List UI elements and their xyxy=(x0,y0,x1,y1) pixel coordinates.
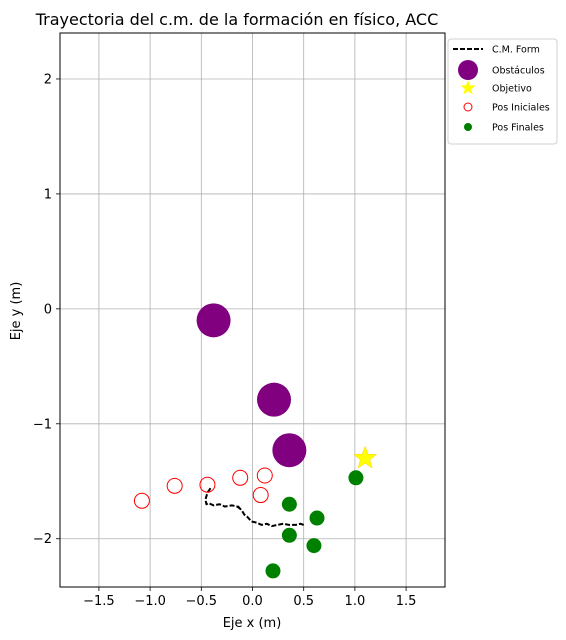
initial-position-point xyxy=(133,492,150,509)
legend: C.M. Form Obstáculos Objetivo Pos Iniciales… xyxy=(447,38,558,145)
y-tick-label: 2 xyxy=(44,72,52,87)
x-tick-label: 1.5 xyxy=(396,594,417,609)
x-tick-label: −1.0 xyxy=(134,594,166,609)
y-tick-label: 0 xyxy=(44,302,52,317)
y-tick-label: −1 xyxy=(33,417,52,432)
cm-trajectory-line xyxy=(204,487,305,528)
goal-star-point xyxy=(353,445,378,469)
final-position-point xyxy=(281,496,297,512)
legend-label: Objetivo xyxy=(492,84,532,95)
legend-label: Pos Iniciales xyxy=(492,103,550,114)
initial-position-point xyxy=(256,467,273,484)
y-tick-label: 1 xyxy=(44,187,52,202)
legend-label: Obstáculos xyxy=(492,66,545,77)
x-tick-label: 0.0 xyxy=(242,594,263,609)
legend-final-swatch xyxy=(464,123,472,131)
y-tick-label: −2 xyxy=(33,532,52,547)
x-tick-label: 1.0 xyxy=(345,594,366,609)
obstacle-point xyxy=(196,303,231,338)
x-axis-label: Eje x (m) xyxy=(223,616,282,631)
final-position-point xyxy=(306,538,322,554)
x-tick-label: 0.5 xyxy=(293,594,314,609)
legend-initial-swatch xyxy=(463,102,473,112)
initial-position-point xyxy=(252,487,269,504)
axis-ticks: −1.5 −1.0 −0.5 0.0 0.5 1.0 1.5 −2 −1 0 1 2 xyxy=(33,72,417,609)
x-tick-label: −1.5 xyxy=(83,594,115,609)
final-position-point xyxy=(309,510,325,526)
y-axis-label: Eje y (m) xyxy=(9,282,24,341)
legend-goal-swatch xyxy=(460,80,476,95)
legend-obstacle-swatch xyxy=(458,60,478,80)
legend-label: C.M. Form xyxy=(492,45,540,56)
final-position-point xyxy=(348,470,364,486)
legend-label: Pos Finales xyxy=(492,123,544,134)
initial-position-point xyxy=(199,476,216,493)
obstacle-point xyxy=(257,382,292,417)
final-position-point xyxy=(265,563,281,579)
initial-position-point xyxy=(232,469,249,486)
chart-title: Trayectoria del c.m. de la formación en … xyxy=(35,10,439,29)
plot-area xyxy=(133,303,378,579)
x-tick-label: −0.5 xyxy=(186,594,218,609)
final-position-point xyxy=(281,527,297,543)
initial-position-point xyxy=(166,477,183,494)
obstacle-point xyxy=(272,433,307,468)
